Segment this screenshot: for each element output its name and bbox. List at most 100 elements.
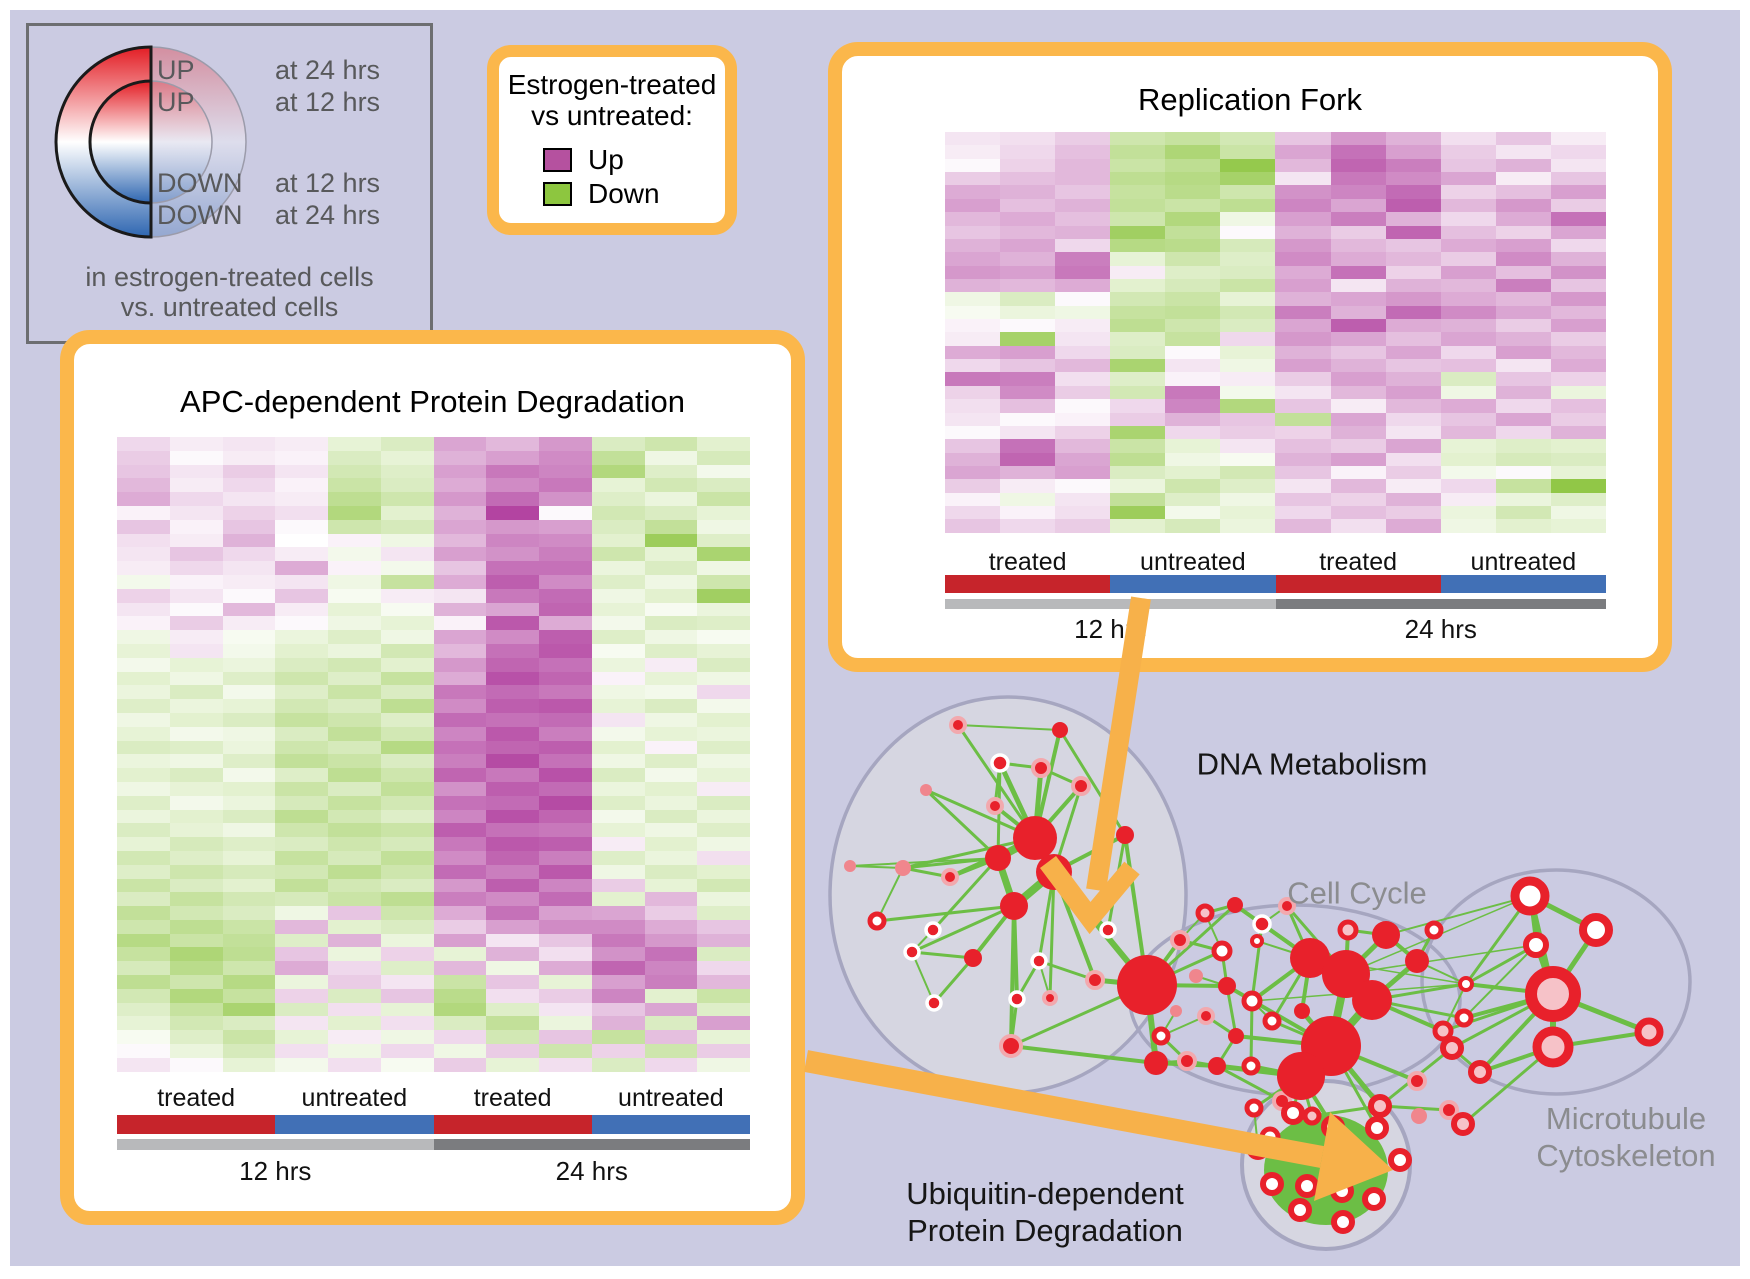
heatmap-cell [1055,492,1111,507]
ubiquitin-degradation-label: Ubiquitin-dependent Protein Degradation [906,1175,1184,1249]
heatmap-cell [1165,332,1221,346]
heatmap-cell [697,685,750,700]
heatmap-cell [1440,345,1496,360]
heatmap-row [117,437,750,451]
heatmap-cell [380,878,434,893]
heatmap-cell [275,671,328,686]
heatmap-cell [169,878,223,893]
legend-item-up: Up [543,144,624,175]
heatmap-cell [328,823,381,838]
heatmap-cell [275,754,328,769]
heatmap-cell [591,574,645,589]
heatmap-cell [380,547,434,562]
heatmap-cell [222,547,276,562]
heatmap-cell [1385,265,1441,279]
heatmap-cell [1220,238,1276,253]
heatmap-cell [433,547,487,562]
heatmap-cell [539,1016,592,1031]
heatmap-cell [1165,145,1221,159]
legend-row-down-12: DOWN at 12 hrs [157,168,427,198]
heatmap-cell [380,864,434,879]
heatmap-cell [169,657,223,672]
heatmap-cell [697,561,750,575]
heatmap-cell [591,630,645,644]
heatmap-cell [169,1057,223,1072]
treated-bar [945,575,1111,593]
heatmap-cell [591,519,645,534]
heatmap-row [117,809,750,824]
heatmap-cell [1000,145,1056,159]
heatmap-cell [539,768,592,782]
heatmap-cell [1220,172,1276,186]
heatmap-cell [1385,212,1441,226]
heatmap-cell [644,837,698,851]
heatmap-cell [945,185,1001,199]
heatmap-cell [328,919,381,934]
heatmap-cell [1275,292,1331,306]
heatmap-cell [1055,185,1111,199]
heatmap-cell [945,198,1001,213]
heatmap-cell [433,533,487,548]
heatmap-cell [1330,172,1386,186]
heatmap-cell [1440,238,1496,253]
heatmap-cell [1110,452,1166,466]
heatmap-cell [1275,198,1331,213]
heatmap-cell [328,850,381,865]
heatmap-cell [1000,225,1056,239]
heatmap-cell [1055,265,1111,279]
heatmap-cell [1165,252,1221,266]
heatmap-row [945,172,1606,186]
heatmap-cell [328,988,381,1003]
heatmap-cell [1110,319,1166,333]
heatmap-cell [328,685,381,700]
heatmap-cell [539,878,592,893]
heatmap-cell [539,478,592,493]
heatmap-cell [539,492,592,506]
heatmap-cell [1440,158,1496,173]
updown-legend-title-line2: vs untreated: [531,100,693,131]
heatmap-cell [117,823,170,838]
heatmap-cell [1440,452,1496,466]
heatmap-cell [1550,479,1606,493]
heatmap-cell [275,616,328,631]
heatmap-cell [945,332,1001,346]
heatmap-cell [222,561,276,575]
heatmap-cell [117,754,170,769]
heatmap-cell [1000,265,1056,279]
heatmap-cell [486,450,539,465]
heatmap-cell [275,919,328,934]
heatmap-cell [486,781,539,796]
heatmap-cell [644,561,698,575]
heatmap-cell [169,685,223,700]
heatmap-cell [169,602,223,617]
heatmap-cell [1110,439,1166,453]
heatmap-cell [1110,132,1166,146]
heatmap-cell [328,533,381,548]
heatmap-cell [591,837,645,851]
heatmap-cell [169,726,223,741]
heatmap-cell [117,630,170,644]
heatmap-cell [1220,439,1276,453]
legend-time: at 24 hrs [275,200,381,230]
heatmap-cell [1275,172,1331,186]
heatmap-cell [433,919,487,934]
heatmap-cell [486,975,539,989]
heatmap-row [945,439,1606,453]
heatmap-cell [1550,132,1606,146]
heatmap-cell [1330,372,1386,386]
heatmap-cell [1275,212,1331,226]
heatmap-cell [644,450,698,465]
heatmap-cell [1550,519,1606,533]
heatmap-cell [697,768,750,782]
heatmap-cell [1385,198,1441,213]
group-label: treated [157,1084,236,1112]
heatmap-cell [1550,198,1606,213]
heatmap-cell [169,850,223,865]
heatmap-cell [222,685,276,700]
heatmap-cell [433,712,487,727]
heatmap-cell [1550,439,1606,453]
heatmap-cell [117,437,170,451]
heatmap-cell [697,616,750,631]
heatmap-cell [1440,506,1496,520]
heatmap-cell [539,505,592,520]
